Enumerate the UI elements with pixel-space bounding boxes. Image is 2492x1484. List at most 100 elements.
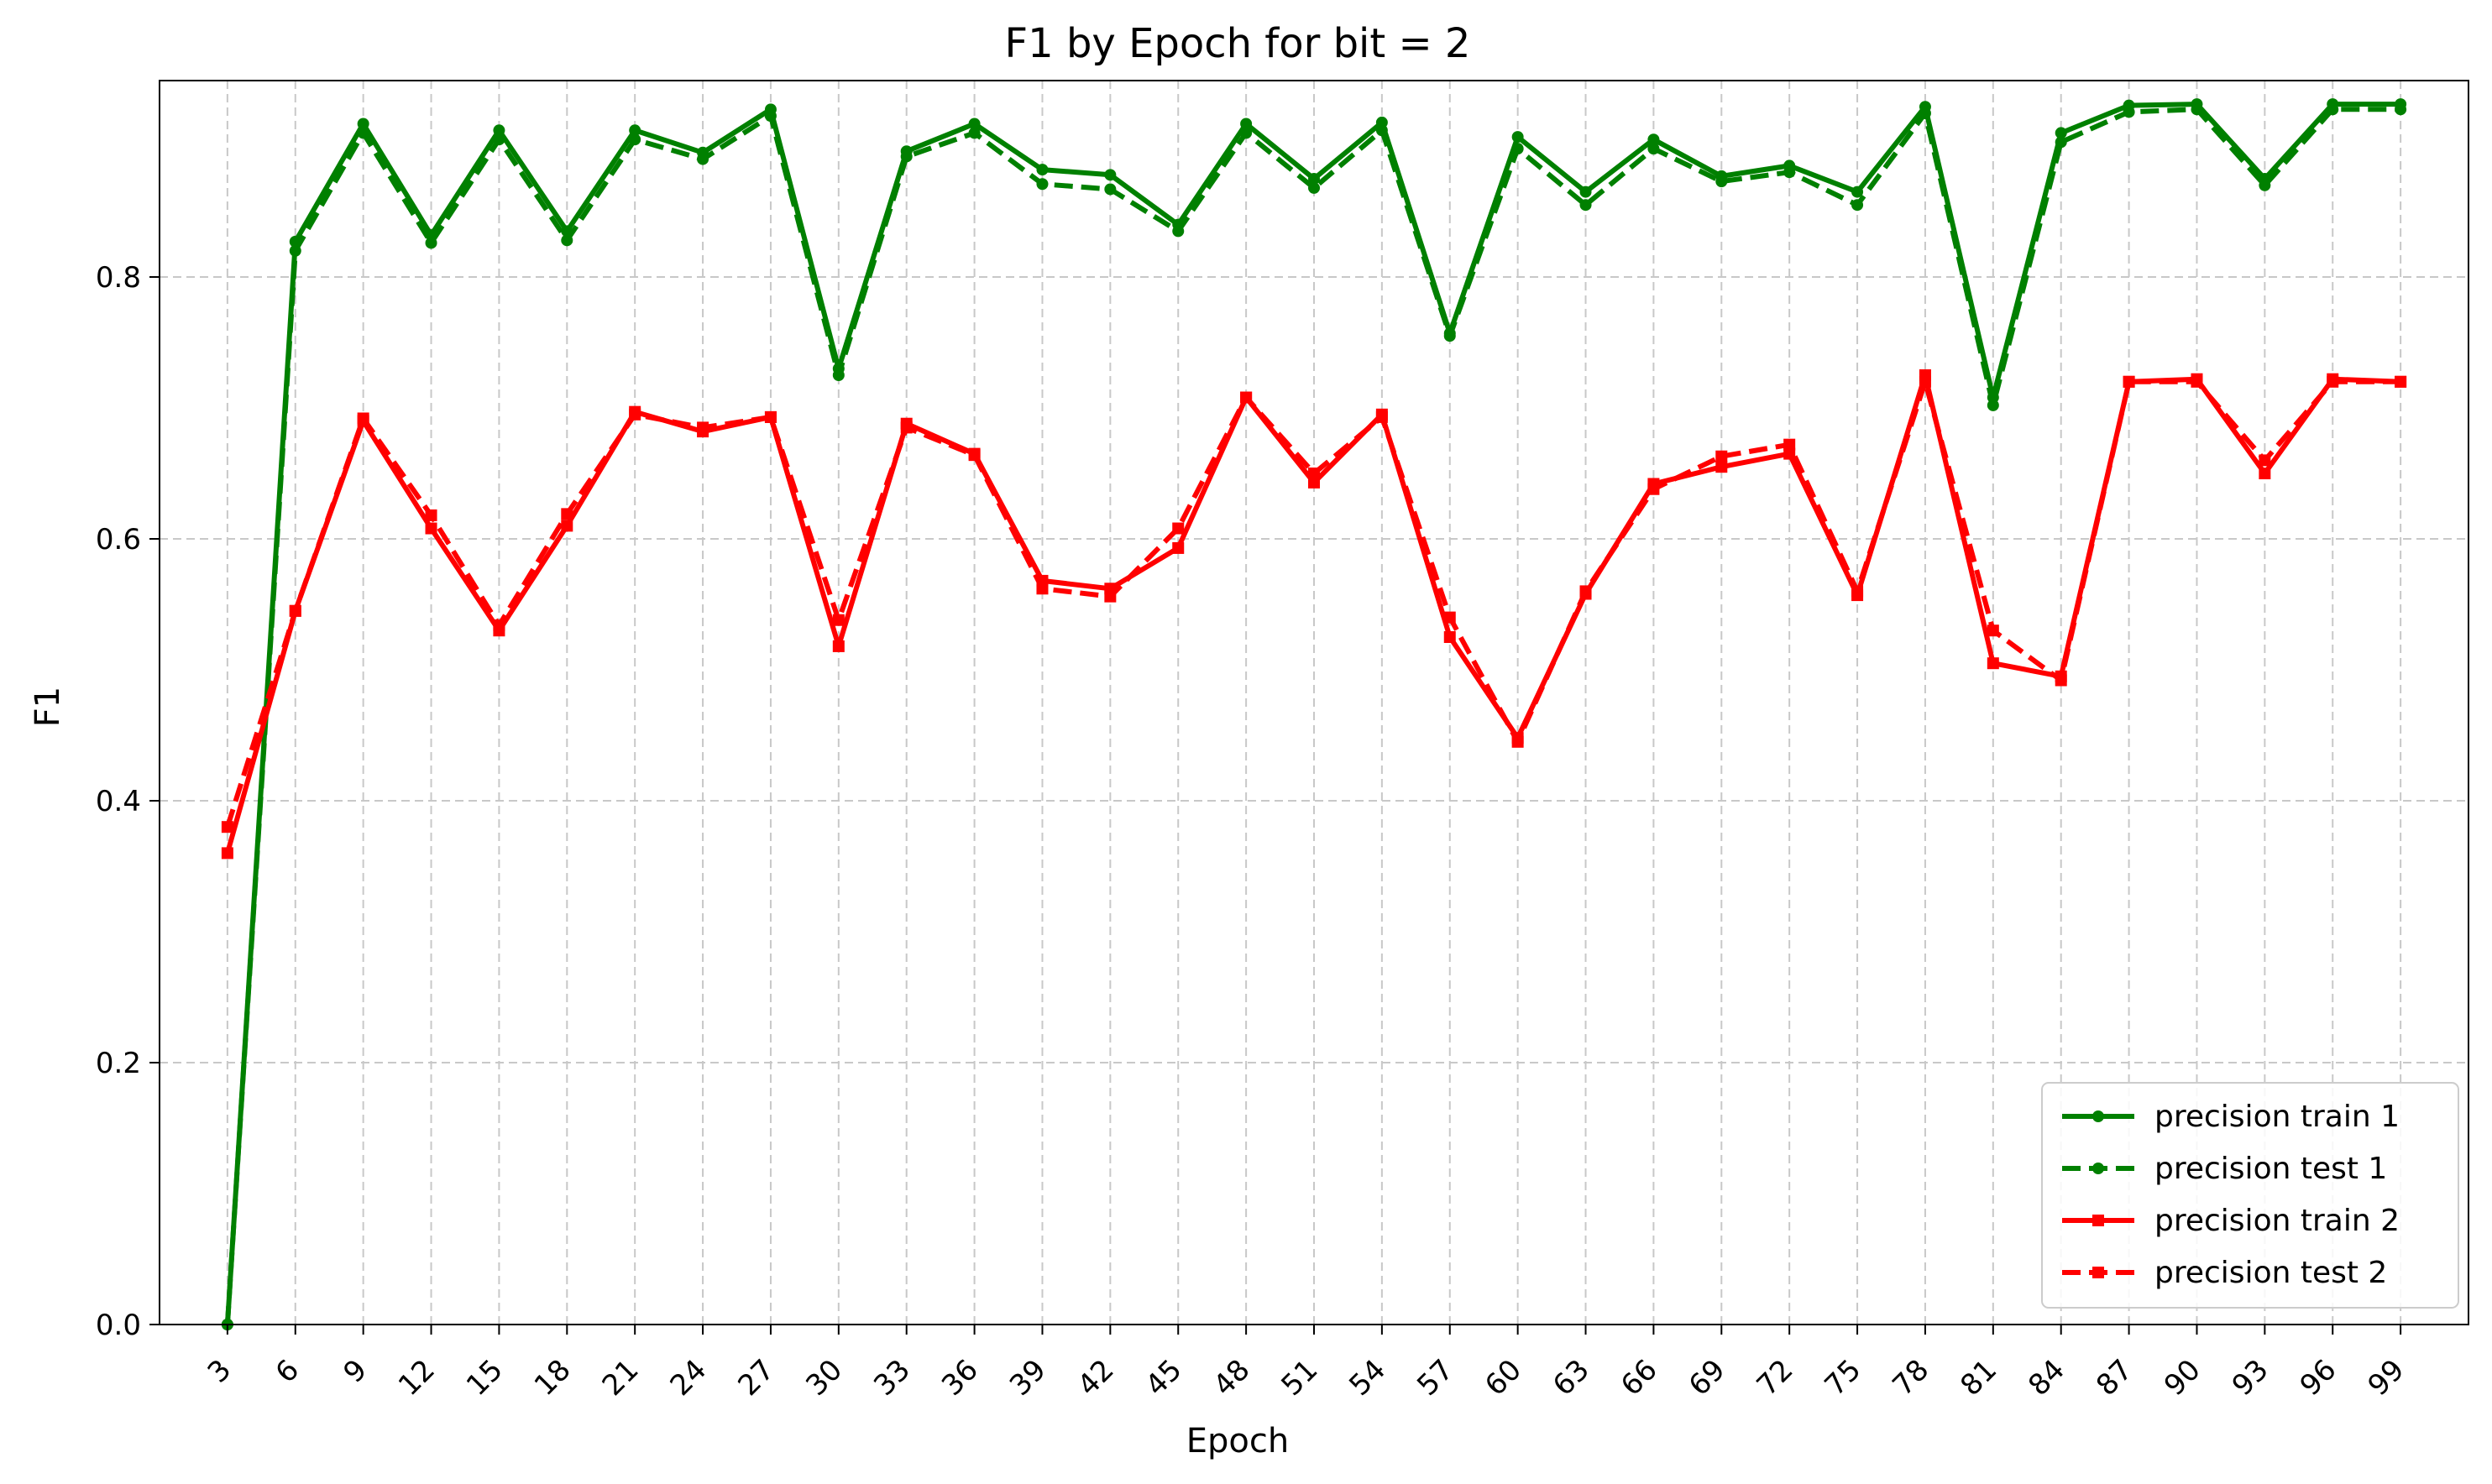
legend-label: precision test 2 — [2154, 1256, 2387, 1290]
y-tick-label: 0.0 — [96, 1309, 141, 1342]
data-point — [1579, 199, 1592, 212]
data-point — [1987, 624, 1999, 637]
data-point — [1240, 127, 1253, 139]
y-tick-label: 0.2 — [96, 1047, 141, 1080]
data-point — [2259, 468, 2271, 479]
data-point — [1647, 143, 1660, 155]
data-point — [561, 520, 573, 532]
data-point — [697, 421, 709, 434]
data-point — [561, 508, 573, 520]
data-point — [1783, 447, 1796, 460]
legend-marker — [2092, 1163, 2104, 1174]
data-point — [1851, 199, 1864, 212]
data-point — [1172, 225, 1185, 238]
data-point — [1647, 483, 1660, 495]
y-axis: 0.0 0.2 0.4 0.6 0.8 — [96, 261, 160, 1342]
data-point — [2191, 103, 2203, 116]
data-point — [2123, 106, 2135, 118]
legend-label: precision train 1 — [2154, 1100, 2400, 1134]
data-point — [1715, 461, 1728, 473]
x-axis-label: Epoch — [1186, 1422, 1289, 1460]
data-point — [832, 369, 845, 381]
legend-marker — [2092, 1110, 2104, 1122]
legend-marker — [2092, 1267, 2104, 1278]
data-point — [2123, 375, 2135, 388]
data-point — [1036, 178, 1049, 191]
data-point — [221, 847, 233, 860]
data-point — [357, 412, 369, 425]
data-point — [2395, 103, 2407, 116]
data-point — [764, 410, 777, 423]
data-point — [1104, 590, 1117, 603]
data-point — [1240, 391, 1253, 404]
data-point — [2259, 179, 2271, 191]
data-point — [1172, 541, 1185, 554]
data-point — [1443, 611, 1456, 624]
data-point — [1647, 133, 1660, 146]
data-point — [1036, 583, 1049, 595]
series-precision-test-1 — [221, 103, 2407, 1330]
data-point — [832, 614, 845, 626]
data-point — [1579, 585, 1592, 598]
series-line — [225, 379, 2401, 828]
data-point — [832, 640, 845, 652]
data-point — [2055, 127, 2067, 139]
legend-box — [2041, 1082, 2459, 1309]
data-point — [493, 133, 505, 146]
data-point — [2395, 375, 2407, 388]
data-point — [1104, 183, 1117, 196]
data-point — [1987, 399, 1999, 411]
data-point — [425, 509, 437, 521]
data-point — [2259, 454, 2271, 467]
data-point — [561, 234, 573, 247]
data-point — [1579, 186, 1592, 198]
data-point — [289, 244, 301, 257]
data-point — [1308, 468, 1320, 479]
data-point — [1036, 164, 1049, 176]
data-point — [900, 150, 913, 163]
data-point — [1987, 657, 1999, 670]
data-point — [900, 421, 913, 434]
data-point — [425, 522, 437, 535]
data-point — [1851, 186, 1864, 198]
data-point — [221, 821, 233, 833]
data-point — [629, 124, 641, 137]
y-tick-label: 0.6 — [96, 523, 141, 556]
data-point — [1308, 476, 1320, 489]
data-point — [357, 118, 369, 130]
data-point — [1783, 166, 1796, 179]
data-point — [357, 127, 369, 139]
data-point — [289, 604, 301, 617]
grid — [160, 81, 2468, 1325]
legend-label: precision test 1 — [2154, 1152, 2387, 1186]
data-point — [2327, 103, 2339, 116]
data-point — [968, 118, 981, 130]
data-point — [968, 449, 981, 462]
data-point — [697, 153, 709, 165]
y-axis-label: F1 — [29, 687, 67, 727]
data-point — [764, 110, 777, 123]
data-point — [968, 127, 981, 139]
data-point — [493, 124, 505, 137]
data-point — [1375, 124, 1388, 137]
data-point — [629, 133, 641, 146]
data-point — [1715, 450, 1728, 462]
series-line — [224, 107, 2401, 1325]
series-layer — [221, 98, 2407, 1330]
data-point — [1443, 631, 1456, 643]
data-point — [1715, 175, 1728, 188]
data-point — [1511, 143, 1524, 155]
data-point — [1851, 585, 1864, 598]
data-point — [1783, 438, 1796, 451]
data-point — [1375, 410, 1388, 423]
data-point — [1511, 131, 1524, 144]
data-point — [1308, 173, 1320, 185]
y-tick-label: 0.8 — [96, 261, 141, 295]
data-point — [1308, 181, 1320, 194]
y-tick-label: 0.4 — [96, 785, 141, 818]
series-precision-test-2 — [221, 375, 2407, 833]
data-point — [2055, 674, 2067, 687]
legend: precision train 1 precision test 1 precisi… — [2041, 1082, 2459, 1309]
chart-title: F1 by Epoch for bit = 2 — [1005, 20, 1471, 67]
data-point — [1240, 118, 1253, 130]
